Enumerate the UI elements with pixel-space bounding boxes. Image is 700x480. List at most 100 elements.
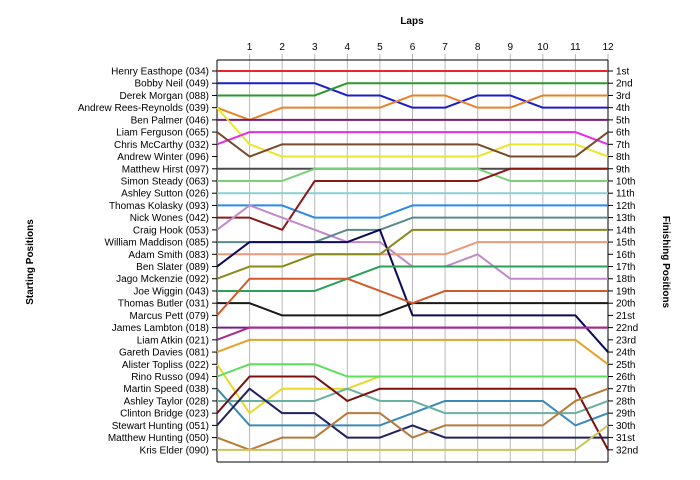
x-tick-label: 12	[602, 42, 614, 53]
finishing-label: 21st	[616, 311, 635, 322]
starting-label: William Maddison (085)	[105, 238, 209, 249]
finishing-label: 6th	[616, 128, 630, 139]
chart-title: Laps	[400, 16, 424, 27]
starting-label: Liam Atkin (021)	[137, 335, 209, 346]
series-line-7	[216, 131, 609, 146]
series-line-27	[216, 388, 609, 427]
starting-label: Nick Wones (042)	[130, 213, 209, 224]
x-tick-label: 11	[570, 42, 581, 53]
series-line-21	[216, 277, 608, 317]
series-line-19	[217, 265, 608, 292]
series-line-24	[216, 338, 609, 366]
starting-label: Matthew Hirst (097)	[122, 164, 209, 175]
x-tick-labels: 1 2 3 4 5 6 7 8 9 10 11 12	[247, 42, 614, 53]
finishing-label: 7th	[616, 140, 630, 151]
series-line-10	[217, 167, 608, 182]
finishing-label: 16th	[616, 250, 635, 261]
starting-label: Thomas Butler (031)	[118, 299, 209, 310]
starting-label: Simon Steady (063)	[121, 176, 209, 187]
left-axis-label: Starting Positions	[25, 219, 36, 305]
x-tick-label: 10	[537, 42, 549, 53]
starting-label: Matthew Hunting (050)	[108, 433, 209, 444]
starting-label: Gareth Davies (081)	[119, 348, 209, 359]
x-tick-label: 9	[507, 42, 513, 53]
finishing-label: 1st	[616, 67, 630, 78]
finishing-label: 19th	[616, 286, 635, 297]
x-tick-label: 5	[377, 42, 383, 53]
x-tick-label: 4	[345, 42, 351, 53]
starting-label: Jago Mckenzie (092)	[116, 274, 209, 285]
starting-label: Chris McCarthy (032)	[114, 140, 209, 151]
finishing-label: 11th	[616, 189, 635, 200]
finishing-label: 12th	[616, 201, 635, 212]
finishing-label: 32nd	[616, 445, 638, 456]
series-line-30	[216, 387, 608, 439]
starting-position-labels: Henry Easthope (034)Bobby Neil (049)Dere…	[78, 67, 217, 456]
finishing-label: 5th	[616, 115, 630, 126]
starting-label: Thomas Kolasky (093)	[109, 201, 209, 212]
series-line-18	[216, 228, 608, 280]
starting-label: Henry Easthope (034)	[111, 67, 209, 78]
finishing-label: 15th	[616, 238, 635, 249]
starting-label: Marcus Pett (079)	[130, 311, 209, 322]
x-tick-label: 7	[442, 42, 448, 53]
series-line-16	[217, 241, 608, 256]
series-line-28	[217, 387, 609, 415]
finishing-label: 23rd	[616, 335, 636, 346]
starting-label: Martin Speed (038)	[123, 384, 209, 395]
series-line-2	[217, 82, 608, 109]
finishing-label: 10th	[616, 176, 635, 187]
starting-label: Clinton Bridge (023)	[120, 409, 209, 420]
starting-label: Andrew Winter (096)	[117, 152, 209, 163]
finishing-label: 17th	[616, 262, 635, 273]
finishing-label: 25th	[616, 360, 635, 371]
starting-label: James Lambton (018)	[112, 323, 209, 334]
finishing-label: 4th	[616, 103, 630, 114]
starting-label: Liam Ferguson (065)	[116, 128, 209, 139]
starting-label: Adam Smith (083)	[128, 250, 209, 261]
finishing-label: 29th	[616, 409, 635, 420]
finishing-label: 13th	[616, 213, 635, 224]
finishing-label: 14th	[616, 225, 635, 236]
starting-label: Andrew Rees-Reynolds (039)	[78, 103, 209, 114]
finishing-label: 9th	[616, 164, 630, 175]
series-line-26	[216, 363, 608, 378]
finishing-label: 8th	[616, 152, 630, 163]
starting-label: Rino Russo (094)	[131, 372, 209, 383]
series-line-4	[216, 94, 608, 121]
finishing-label: 22nd	[616, 323, 638, 334]
starting-label: Bobby Neil (049)	[135, 79, 209, 90]
starting-label: Craig Hook (053)	[133, 225, 209, 236]
x-tick-label: 2	[279, 42, 285, 53]
series-line-3	[217, 82, 608, 97]
series-line-13	[217, 167, 608, 231]
finishing-label: 31st	[616, 433, 635, 444]
x-tick-label: 6	[410, 42, 416, 53]
x-tick-label: 1	[247, 42, 253, 53]
starting-label: Derek Morgan (088)	[120, 91, 209, 102]
series-lines	[216, 70, 609, 451]
starting-label: Joe Wiggin (043)	[133, 286, 209, 297]
finishing-position-labels: 1st2nd3rd4th5th6th7th8th9th10th11th12th1…	[608, 67, 638, 456]
series-line-23	[216, 326, 608, 341]
starting-label: Ashley Taylor (028)	[124, 396, 209, 407]
series-line-32	[217, 424, 609, 451]
series-line-29	[216, 375, 609, 451]
x-tick-label: 8	[475, 42, 481, 53]
starting-label: Ashley Sutton (026)	[121, 189, 209, 200]
finishing-label: 28th	[616, 396, 635, 407]
finishing-label: 27th	[616, 384, 635, 395]
finishing-label: 30th	[616, 421, 635, 432]
vertical-gridlines	[249, 54, 609, 462]
series-line-8	[216, 131, 609, 158]
plot-frame	[216, 59, 609, 463]
series-line-17	[216, 228, 609, 353]
finishing-label: 18th	[616, 274, 635, 285]
finishing-label: 24th	[616, 348, 635, 359]
finishing-label: 26th	[616, 372, 635, 383]
finishing-label: 3rd	[616, 91, 630, 102]
x-tick-label: 3	[312, 42, 318, 53]
starting-label: Kris Elder (090)	[140, 445, 209, 456]
starting-label: Ben Slater (089)	[136, 262, 209, 273]
